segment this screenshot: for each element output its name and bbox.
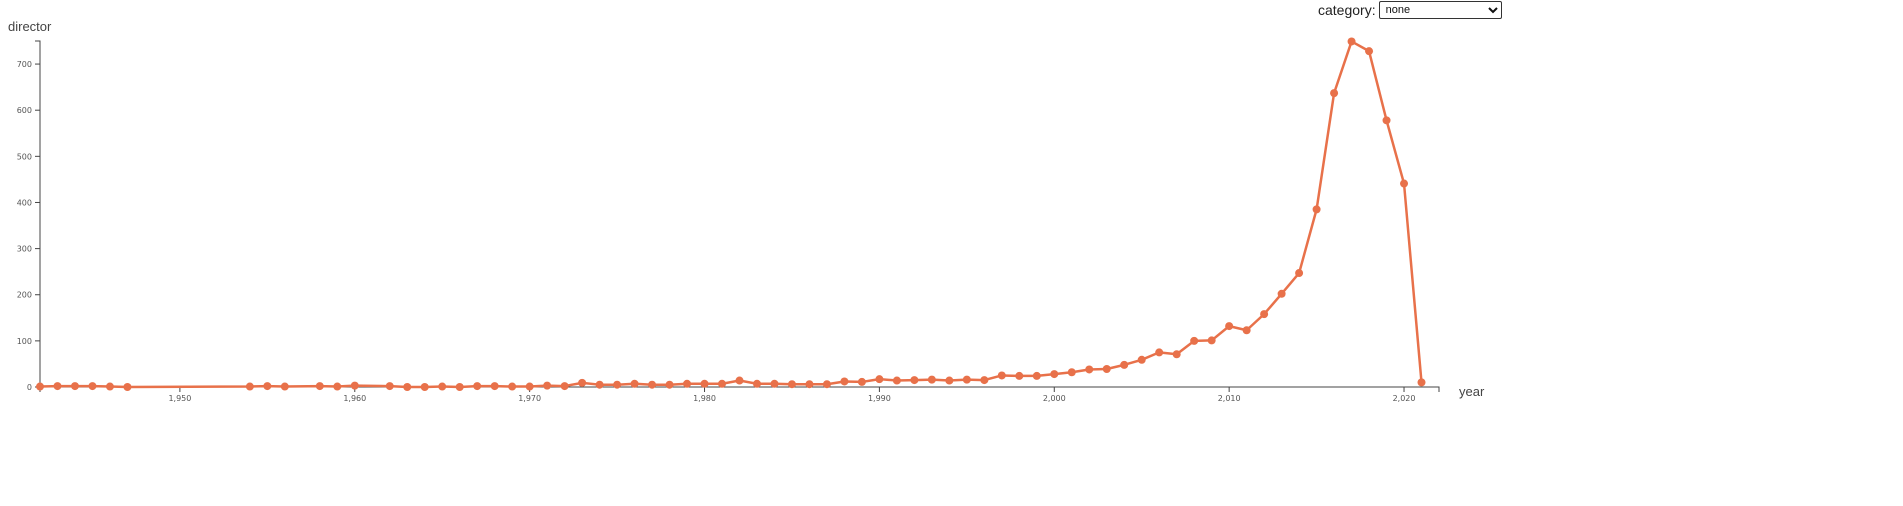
- data-point[interactable]: [770, 379, 779, 388]
- data-point[interactable]: [1085, 365, 1094, 374]
- y-axis-line: [35, 40, 41, 388]
- data-point[interactable]: [1312, 205, 1321, 214]
- data-point[interactable]: [1365, 47, 1374, 56]
- data-point[interactable]: [36, 382, 44, 391]
- data-point[interactable]: [875, 375, 884, 384]
- data-point[interactable]: [1242, 326, 1251, 335]
- data-point[interactable]: [1155, 348, 1164, 357]
- data-point[interactable]: [1050, 370, 1059, 379]
- x-tick-label: 2,000: [1043, 394, 1066, 403]
- data-point[interactable]: [385, 382, 394, 391]
- data-point[interactable]: [1120, 360, 1129, 369]
- y-axis: 0 100 200 300 400 500 600 700: [17, 40, 41, 392]
- data-point[interactable]: [927, 375, 936, 384]
- data-point[interactable]: [315, 382, 324, 391]
- data-point[interactable]: [578, 378, 587, 387]
- data-point[interactable]: [280, 382, 289, 391]
- data-point[interactable]: [1190, 336, 1199, 345]
- data-point[interactable]: [1032, 371, 1041, 380]
- data-point[interactable]: [1277, 289, 1286, 298]
- data-point[interactable]: [648, 380, 657, 389]
- data-point[interactable]: [595, 380, 604, 389]
- category-control: category: none: [1318, 1, 1502, 19]
- data-point[interactable]: [438, 382, 447, 391]
- category-select[interactable]: none: [1378, 1, 1502, 19]
- data-point[interactable]: [945, 376, 954, 385]
- data-point[interactable]: [1295, 269, 1304, 278]
- data-point[interactable]: [1137, 355, 1146, 364]
- data-point[interactable]: [683, 379, 692, 388]
- y-tick-label: 500: [17, 152, 32, 161]
- data-point[interactable]: [473, 382, 482, 391]
- data-point[interactable]: [787, 380, 796, 389]
- data-point[interactable]: [910, 376, 919, 385]
- data-point[interactable]: [997, 371, 1006, 380]
- x-tick-label: 1,980: [693, 394, 716, 403]
- series-layer: [36, 37, 1426, 391]
- y-tick-label: 0: [27, 383, 32, 392]
- data-point[interactable]: [1067, 368, 1076, 377]
- data-point[interactable]: [1400, 179, 1409, 188]
- data-point[interactable]: [1102, 365, 1111, 374]
- data-point[interactable]: [752, 379, 761, 388]
- data-point[interactable]: [105, 382, 114, 391]
- data-point[interactable]: [1347, 37, 1356, 46]
- y-tick-label: 200: [17, 291, 32, 300]
- data-point[interactable]: [1207, 336, 1216, 345]
- data-point[interactable]: [420, 383, 429, 391]
- data-point[interactable]: [403, 383, 412, 391]
- data-point[interactable]: [1260, 310, 1269, 319]
- x-tick-label: 2,010: [1218, 394, 1241, 403]
- data-point[interactable]: [508, 382, 517, 391]
- data-point[interactable]: [455, 383, 464, 391]
- x-tick-label: 2,020: [1393, 394, 1416, 403]
- data-point[interactable]: [822, 380, 831, 389]
- series-line: [39, 40, 1423, 389]
- data-point[interactable]: [700, 379, 709, 388]
- x-tick-label: 1,990: [868, 394, 891, 403]
- category-label: category:: [1318, 2, 1376, 18]
- data-point[interactable]: [630, 379, 639, 388]
- data-point[interactable]: [525, 382, 534, 391]
- y-tick-label: 700: [17, 60, 32, 69]
- data-point[interactable]: [543, 381, 552, 390]
- x-tick-label: 1,960: [343, 394, 366, 403]
- y-tick-label: 300: [17, 245, 32, 254]
- data-point[interactable]: [980, 376, 989, 385]
- data-point[interactable]: [1382, 116, 1391, 125]
- data-point[interactable]: [53, 382, 62, 391]
- data-point[interactable]: [333, 382, 342, 391]
- data-point[interactable]: [805, 380, 814, 389]
- y-tick-label: 100: [17, 337, 32, 346]
- data-point[interactable]: [1015, 371, 1024, 380]
- data-point[interactable]: [1172, 350, 1181, 359]
- data-point[interactable]: [1225, 322, 1234, 331]
- y-tick-label: 400: [17, 198, 32, 207]
- data-point[interactable]: [560, 382, 569, 391]
- data-point[interactable]: [857, 377, 866, 386]
- data-point[interactable]: [88, 382, 97, 391]
- data-point[interactable]: [1330, 89, 1339, 98]
- data-point[interactable]: [123, 383, 132, 391]
- data-point[interactable]: [962, 375, 971, 384]
- data-point[interactable]: [840, 377, 849, 386]
- data-point[interactable]: [70, 382, 79, 391]
- data-point[interactable]: [665, 380, 674, 389]
- data-point[interactable]: [892, 376, 901, 385]
- data-point[interactable]: [1417, 378, 1426, 387]
- x-axis-title: year: [1459, 384, 1485, 399]
- data-point[interactable]: [490, 382, 499, 391]
- y-axis-title: director: [8, 19, 52, 34]
- data-point[interactable]: [350, 381, 359, 390]
- y-tick-label: 600: [17, 106, 32, 115]
- data-point[interactable]: [718, 379, 727, 388]
- data-point[interactable]: [735, 376, 744, 385]
- x-tick-label: 1,970: [518, 394, 541, 403]
- data-point[interactable]: [263, 382, 272, 391]
- data-point[interactable]: [245, 382, 254, 391]
- data-point[interactable]: [613, 380, 622, 389]
- x-tick-label: 1,950: [168, 394, 191, 403]
